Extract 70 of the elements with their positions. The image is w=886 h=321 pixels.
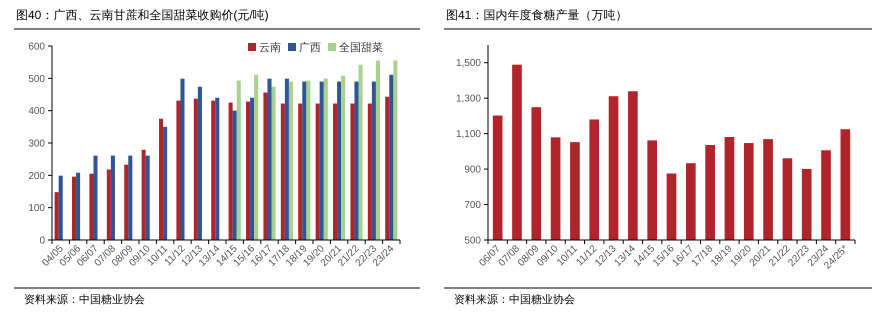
bar xyxy=(324,78,328,240)
chart-title: 图41：国内年度食糖产量（万吨） xyxy=(446,8,628,22)
y-tick-label: 1,500 xyxy=(456,58,482,70)
legend-label: 云南 xyxy=(259,41,281,54)
bar xyxy=(316,104,320,240)
bar xyxy=(280,104,285,240)
bar xyxy=(58,176,63,240)
bar xyxy=(372,82,376,240)
bar xyxy=(288,82,293,240)
bar xyxy=(72,176,76,240)
y-tick-label: 300 xyxy=(28,138,46,150)
bar xyxy=(254,74,258,240)
bar xyxy=(350,104,354,240)
bar xyxy=(337,82,342,240)
bar xyxy=(142,150,146,240)
bar xyxy=(93,156,98,240)
bar xyxy=(263,92,268,240)
bar xyxy=(302,82,306,240)
y-tick-label: 500 xyxy=(464,236,482,246)
bar xyxy=(333,104,338,240)
bar xyxy=(358,64,363,240)
text: 资料来源：中国糖业协会 xyxy=(24,293,145,306)
bar xyxy=(236,80,241,240)
bar xyxy=(194,98,198,240)
bar xyxy=(163,126,168,240)
y-tick-label: 200 xyxy=(28,170,46,182)
bar xyxy=(368,104,372,240)
y-tick-label: 1,300 xyxy=(456,94,482,105)
bar xyxy=(128,156,132,240)
bar xyxy=(246,102,250,240)
text: 资料来源：中国糖业协会 xyxy=(454,293,575,306)
bar xyxy=(176,100,180,240)
bar xyxy=(272,86,276,240)
bar xyxy=(284,78,289,240)
bar xyxy=(376,60,380,240)
y-tick-label: 1,100 xyxy=(456,129,482,140)
chart-title: 图40：广西、云南甘蔗和全国甜菜收购价(元/吨) xyxy=(16,8,269,22)
legend-label: 全国甜菜 xyxy=(339,41,383,54)
bar xyxy=(385,96,390,240)
bar xyxy=(159,118,164,240)
bar xyxy=(298,104,302,240)
bar xyxy=(211,100,216,240)
bar xyxy=(180,78,185,240)
bar xyxy=(106,170,111,240)
bar xyxy=(146,156,150,240)
bar xyxy=(306,80,310,240)
y-tick-label: 400 xyxy=(28,106,46,118)
legend-label: 广西 xyxy=(299,41,321,54)
bar xyxy=(124,164,128,240)
y-tick-label: 600 xyxy=(28,42,46,52)
bar xyxy=(215,98,220,240)
bar xyxy=(250,98,254,240)
y-tick-label: 0 xyxy=(39,236,46,246)
bar xyxy=(267,78,272,240)
bar xyxy=(354,82,359,240)
bar xyxy=(54,192,59,240)
bar xyxy=(232,110,237,240)
y-tick-label: 500 xyxy=(28,74,46,85)
y-tick-label: 700 xyxy=(464,200,482,212)
bar xyxy=(89,174,94,240)
bar xyxy=(228,102,233,240)
bar xyxy=(198,86,202,240)
bar xyxy=(389,74,394,240)
bar xyxy=(341,76,346,240)
bar xyxy=(320,82,324,240)
bar xyxy=(76,172,80,240)
y-tick-label: 100 xyxy=(28,203,46,214)
bar xyxy=(393,60,398,240)
bar xyxy=(110,156,115,240)
y-tick-label: 900 xyxy=(464,164,482,176)
